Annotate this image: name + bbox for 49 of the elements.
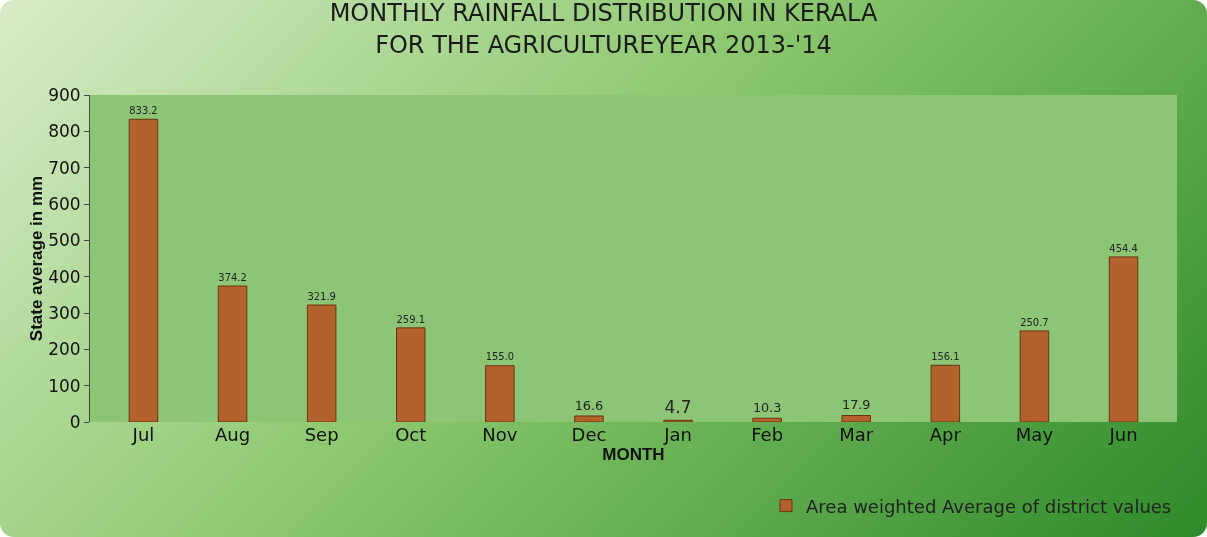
data-label: 156.1 xyxy=(931,350,960,362)
x-tick-label: Jan xyxy=(663,424,692,445)
y-axis-title: State average in mm xyxy=(27,175,47,342)
data-label: 16.6 xyxy=(574,397,604,413)
x-tick-label: Mar xyxy=(839,424,874,445)
x-tick-label: Oct xyxy=(395,424,427,445)
data-label: 155.0 xyxy=(485,351,515,363)
x-tick-label: May xyxy=(1015,424,1054,445)
y-tick-label: 900 xyxy=(48,84,81,105)
chart-title: MONTHLY RAINFALL DISTRIBUTION IN KERALA FOR THE AGRICULTUREYEAR 2013-'14 xyxy=(329,0,878,59)
bar xyxy=(306,304,337,422)
x-tick-label: Aug xyxy=(214,424,251,445)
bar xyxy=(396,327,426,422)
x-tick-label: Jul xyxy=(131,424,155,445)
bar xyxy=(1108,256,1139,422)
y-tick-label: 100 xyxy=(48,375,81,396)
bar xyxy=(485,365,515,422)
data-label: 321.9 xyxy=(307,290,336,302)
x-tick-label: Feb xyxy=(751,424,784,445)
data-label: 259.1 xyxy=(396,313,425,325)
bar xyxy=(574,415,604,422)
bar xyxy=(1019,330,1050,422)
data-label: 833.2 xyxy=(129,104,158,116)
y-tick-label: 600 xyxy=(48,193,81,214)
x-tick-label: Sep xyxy=(304,424,339,445)
y-tick-label: 500 xyxy=(48,230,81,251)
y-tick-label: 300 xyxy=(48,302,81,323)
x-tick-label: Apr xyxy=(929,424,962,445)
legend-label: Area weighted Average of district values xyxy=(806,495,1172,517)
bar xyxy=(752,417,782,422)
bar xyxy=(841,415,871,422)
y-tick-label: 700 xyxy=(48,157,81,178)
data-label: 17.9 xyxy=(841,397,871,413)
data-label: 454.4 xyxy=(1109,242,1138,254)
y-tick-label: 200 xyxy=(48,339,81,360)
data-label: 374.2 xyxy=(218,271,247,283)
x-tick-label: Jun xyxy=(1108,424,1138,445)
y-tick-label: 400 xyxy=(48,266,81,287)
data-label: 250.7 xyxy=(1020,316,1049,328)
bar xyxy=(217,285,248,422)
x-axis-title: MONTH xyxy=(602,445,665,465)
y-tick-label: 800 xyxy=(48,121,81,142)
y-tick-label: 0 xyxy=(69,411,81,432)
x-tick-label: Nov xyxy=(482,424,518,445)
bar xyxy=(930,364,961,422)
x-tick-label: Dec xyxy=(571,424,607,445)
bar xyxy=(128,118,159,422)
data-label: 10.3 xyxy=(752,400,782,416)
data-label: 4.7 xyxy=(664,397,692,418)
